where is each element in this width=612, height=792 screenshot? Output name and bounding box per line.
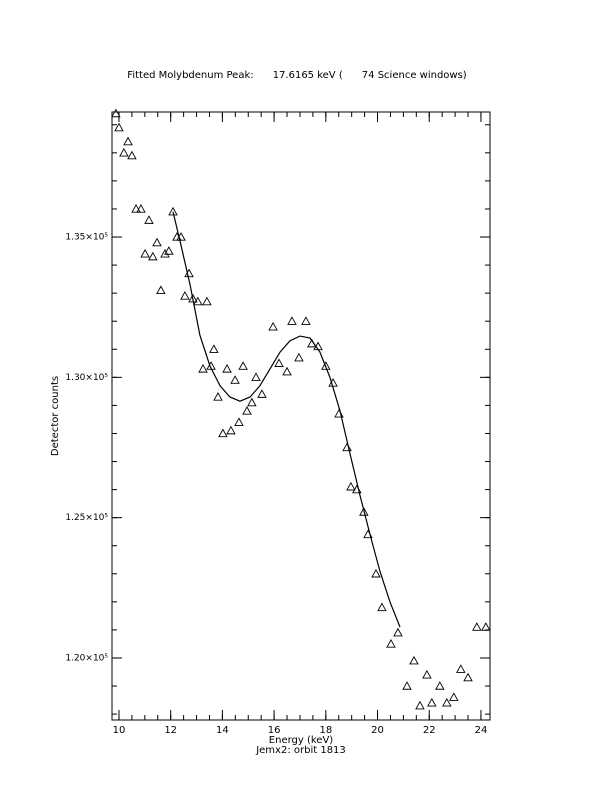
x-tick-label: 14 — [216, 725, 229, 736]
data-point — [222, 363, 232, 373]
data-point — [234, 417, 244, 426]
data-point — [463, 672, 473, 682]
data-point — [346, 481, 356, 491]
data-point — [114, 122, 124, 132]
data-point — [180, 291, 190, 300]
x-tick-label: 10 — [113, 725, 126, 736]
y-tick-label: 1.35×10⁵ — [65, 233, 108, 243]
data-point — [140, 248, 150, 258]
data-point — [321, 361, 331, 370]
data-point — [160, 248, 170, 258]
data-point — [247, 397, 257, 407]
data-point — [274, 358, 284, 367]
x-tick-label: 20 — [371, 725, 384, 736]
data-point — [481, 622, 491, 631]
data-point — [238, 361, 248, 370]
data-point — [456, 664, 466, 673]
data-point — [287, 316, 297, 325]
data-point — [164, 246, 174, 255]
data-point — [359, 507, 369, 516]
data-point — [377, 602, 387, 612]
data-point — [156, 285, 166, 294]
data-point — [251, 372, 261, 381]
x-tick-label: 18 — [319, 725, 332, 736]
data-point — [268, 321, 278, 331]
data-point — [168, 206, 178, 216]
data-point — [131, 204, 141, 213]
x-tick-label: 22 — [423, 725, 436, 736]
data-point — [371, 568, 381, 578]
data-point — [435, 681, 445, 690]
data-point — [127, 150, 137, 160]
data-point — [409, 655, 419, 665]
data-point — [136, 204, 146, 213]
data-point — [209, 344, 219, 353]
data-point — [294, 352, 304, 362]
x-axis-label: Energy (keV) — [269, 735, 334, 746]
plot-frame — [111, 111, 491, 721]
data-point — [152, 237, 162, 247]
data-point — [386, 639, 396, 648]
data-point — [342, 442, 352, 452]
data-point — [257, 389, 267, 398]
data-point — [301, 316, 311, 325]
data-point — [213, 392, 223, 401]
x-tick-label: 16 — [268, 725, 281, 736]
y-axis-label: Detector counts — [50, 376, 61, 456]
data-point — [449, 692, 459, 701]
data-point — [123, 136, 133, 146]
chart-title: Fitted Molybdenum Peak: 17.6165 keV ( 74… — [127, 70, 467, 81]
y-tick-label: 1.20×10⁵ — [65, 653, 108, 663]
data-point — [230, 375, 240, 384]
y-tick-label: 1.30×10⁵ — [65, 373, 108, 383]
x-tick-label: 24 — [475, 725, 488, 736]
data-point — [402, 681, 412, 690]
data-point — [427, 697, 437, 707]
data-point — [422, 669, 432, 679]
data-point — [198, 363, 208, 373]
data-point — [442, 697, 452, 707]
x-tick-label: 12 — [164, 725, 177, 736]
data-point — [415, 700, 425, 710]
fit-line — [172, 211, 401, 628]
data-point — [393, 627, 403, 637]
data-point — [282, 366, 292, 376]
data-point — [472, 622, 482, 631]
data-point — [148, 251, 158, 261]
y-tick-label: 1.25×10⁵ — [65, 513, 108, 523]
subtitle: Jemx2: orbit 1813 — [255, 745, 346, 756]
data-point — [202, 296, 212, 306]
data-point — [218, 428, 228, 438]
data-point — [119, 147, 129, 157]
data-point — [226, 425, 236, 435]
data-point — [242, 406, 252, 415]
data-point — [111, 108, 121, 118]
data-point — [193, 296, 203, 306]
data-point — [144, 215, 154, 224]
